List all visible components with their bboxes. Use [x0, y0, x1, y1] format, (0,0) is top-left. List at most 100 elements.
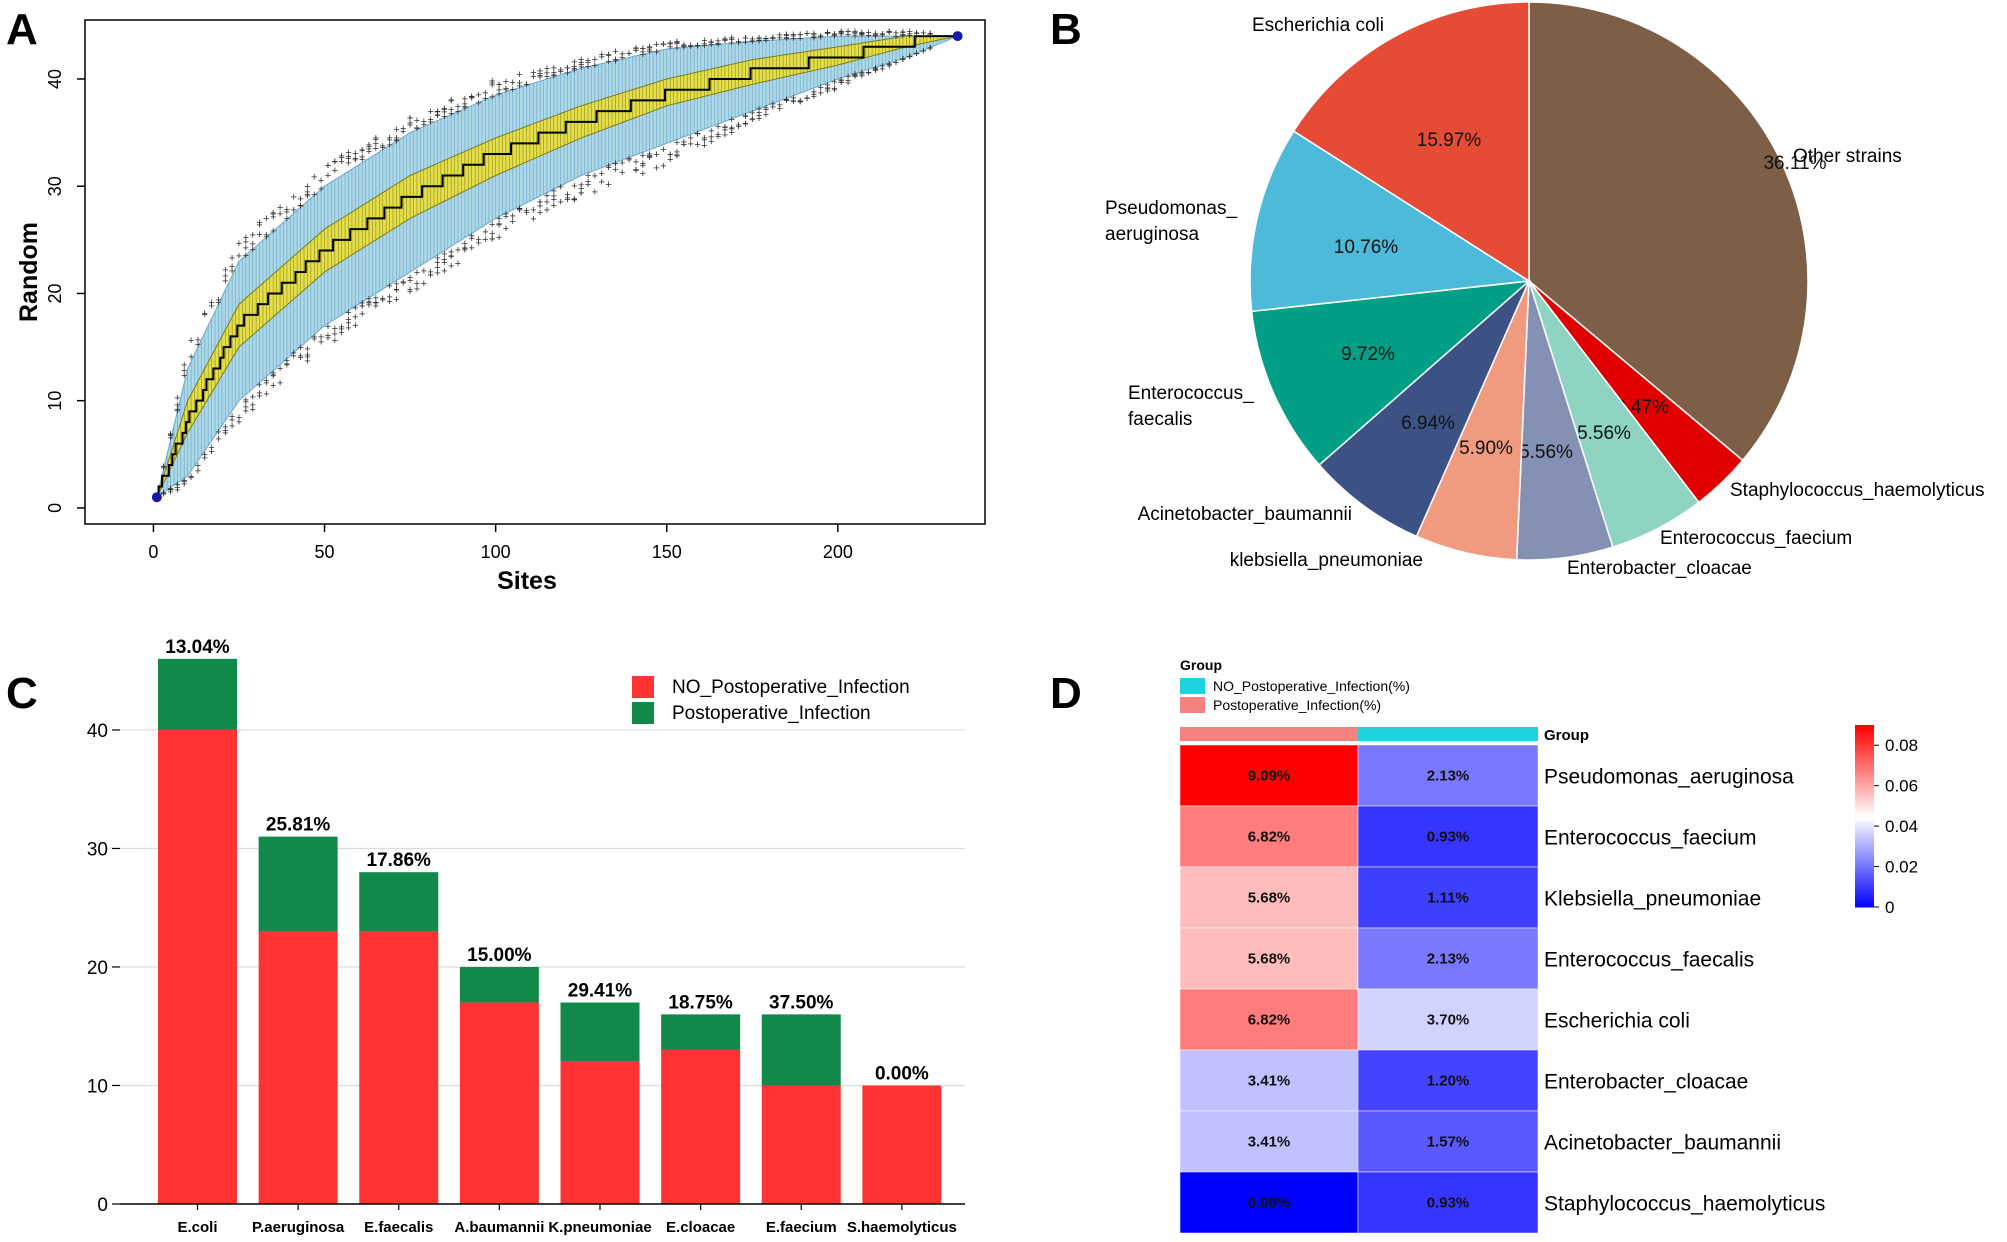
outlier-marker: + [605, 162, 611, 174]
outlier-marker: + [249, 399, 255, 411]
outlier-marker: + [701, 38, 707, 50]
outlier-marker: + [872, 28, 878, 40]
outlier-marker: + [701, 134, 707, 146]
outlier-marker: + [455, 258, 461, 270]
colorbar-segment [1855, 841, 1874, 844]
bar-data-label: 17.86% [367, 850, 432, 871]
outlier-marker: + [900, 26, 906, 38]
pie-slice-escherichia-coli [1292, 1, 1530, 283]
outlier-marker: + [318, 184, 324, 196]
outlier-marker: + [729, 33, 735, 45]
outlier-marker: + [585, 176, 591, 188]
outlier-marker: + [913, 48, 919, 60]
outlier-marker: + [776, 30, 782, 42]
outlier-marker: + [640, 49, 646, 61]
outlier-marker: + [229, 265, 235, 277]
outlier-marker: + [345, 314, 351, 326]
outlier-marker: + [831, 28, 837, 40]
y-tick-label: 40 [45, 69, 65, 89]
outlier-marker: + [222, 422, 228, 434]
colorbar-segment [1855, 763, 1874, 766]
outlier-marker: + [462, 238, 468, 250]
outlier-marker: + [325, 160, 331, 172]
outlier-marker: + [646, 46, 652, 58]
outlier-marker: + [174, 479, 180, 491]
heatmap-row-label: Escherichia coli [1544, 1010, 1690, 1033]
outlier-marker: + [516, 203, 522, 215]
y-tick-label: 0 [45, 503, 65, 513]
outlier-marker: + [551, 194, 557, 206]
outlier-marker: + [448, 260, 454, 272]
outlier-marker: + [886, 26, 892, 38]
outlier-marker: + [790, 30, 796, 42]
y-tick-label: 20 [45, 283, 65, 303]
outlier-marker: + [612, 54, 618, 66]
bar-no-infection [158, 729, 237, 1204]
outlier-marker: + [160, 462, 166, 474]
x-tick-label: E.faecalis [364, 1219, 433, 1236]
outlier-marker: + [393, 124, 399, 136]
outlier-marker: + [188, 335, 194, 347]
heatmap-cell-label: 3.41% [1248, 1073, 1291, 1090]
outlier-marker: + [468, 230, 474, 242]
outlier-marker: + [516, 205, 522, 217]
heatmap-cell [1179, 988, 1359, 1051]
outlier-marker: + [838, 75, 844, 87]
outlier-marker: + [448, 247, 454, 259]
outlier-marker: + [551, 200, 557, 212]
outlier-marker: + [297, 193, 303, 205]
panel-label-c: C [6, 669, 38, 718]
colorbar-segment [1855, 863, 1874, 866]
colorbar-segment [1855, 739, 1874, 742]
colorbar-segment [1855, 849, 1874, 852]
outlier-marker: + [605, 50, 611, 62]
outlier-marker: + [585, 57, 591, 69]
outlier-marker: + [263, 375, 269, 387]
outlier-marker: + [407, 286, 413, 298]
outlier-marker: + [386, 296, 392, 308]
colorbar-segment [1855, 793, 1874, 796]
outlier-marker: + [797, 29, 803, 41]
outlier-marker: + [831, 30, 837, 42]
outlier-marker: + [605, 56, 611, 68]
outlier-marker: + [859, 67, 865, 79]
outlier-marker: + [872, 30, 878, 42]
outlier-marker: + [811, 29, 817, 41]
outlier-marker: + [646, 45, 652, 57]
outlier-marker: + [318, 336, 324, 348]
outlier-marker: + [742, 37, 748, 49]
outlier-marker: + [434, 106, 440, 118]
outlier-marker: + [612, 164, 618, 176]
heatmap-cell [1179, 1171, 1359, 1234]
outlier-marker: + [236, 412, 242, 424]
outlier-marker: + [256, 380, 262, 392]
outlier-marker: + [489, 92, 495, 104]
heatmap-cell-label: 6.82% [1248, 1012, 1291, 1029]
outlier-marker: + [797, 29, 803, 41]
outlier-marker: + [852, 71, 858, 83]
bar-data-label: 18.75% [668, 992, 733, 1013]
outlier-marker: + [865, 67, 871, 79]
outlier-marker: + [818, 31, 824, 43]
outlier-marker: + [407, 120, 413, 132]
colorbar-segment [1855, 821, 1874, 824]
heatmap-group-legend-swatch-no [1180, 678, 1205, 694]
outlier-marker: + [236, 238, 242, 250]
outlier-marker: + [427, 269, 433, 281]
outlier-marker: + [311, 334, 317, 346]
outlier-marker: + [749, 36, 755, 48]
outlier-marker: + [462, 99, 468, 111]
outlier-marker: + [297, 350, 303, 362]
outlier-marker: + [359, 308, 365, 320]
outlier-marker: + [229, 261, 235, 273]
outlier-marker: + [263, 230, 269, 242]
panel-d-heatmap: Group NO_Postoperative_Infection(%) Post… [1179, 657, 1918, 1234]
outlier-marker: + [195, 466, 201, 478]
colorbar-segment [1855, 877, 1874, 880]
outlier-marker: + [304, 187, 310, 199]
heatmap-cells: 9.09% 2.13% Pseudomonas_aeruginosa 6.82% 0.9… [1179, 744, 1825, 1234]
outlier-marker: + [770, 33, 776, 45]
colorbar-segment [1855, 901, 1874, 904]
heatmap-cell [1179, 744, 1359, 807]
outlier-marker: + [441, 104, 447, 116]
